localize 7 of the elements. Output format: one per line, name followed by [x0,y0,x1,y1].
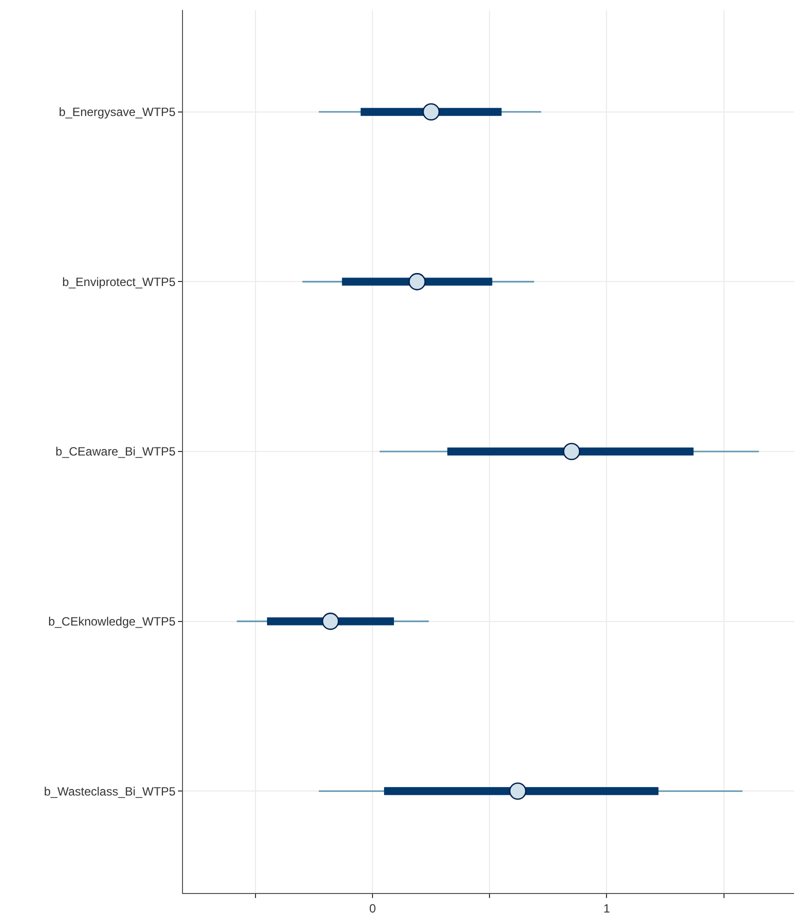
y-tick-label: b_Energysave_WTP5 [58,105,176,120]
y-tick-label: b_CEknowledge_WTP5 [48,614,176,629]
x-tick-label: 1 [603,901,610,916]
x-tick-label: 0 [369,901,376,916]
y-tick-label: b_Wasteclass_Bi_WTP5 [44,784,176,798]
y-tick-label: b_Enviprotect_WTP5 [62,274,176,289]
y-tick-label: b_CEaware_Bi_WTP5 [56,444,176,459]
